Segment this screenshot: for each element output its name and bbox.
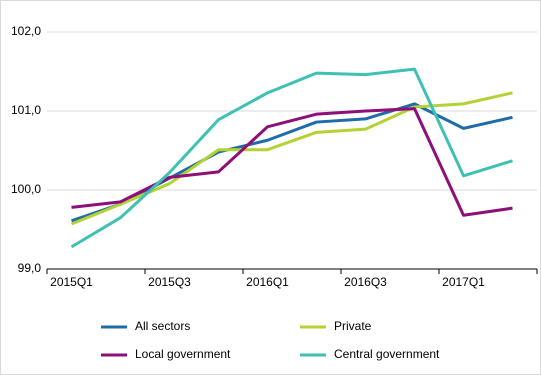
x-tick-label: 2016Q1 bbox=[246, 275, 289, 289]
series-line bbox=[70, 67, 513, 249]
y-tick-label: 99,0 bbox=[18, 261, 42, 275]
x-tick-label: 2015Q3 bbox=[148, 275, 191, 289]
legend-label: Private bbox=[334, 319, 372, 333]
y-tick-label: 100,0 bbox=[11, 182, 41, 196]
series-line bbox=[71, 107, 513, 217]
x-tick-label: 2015Q1 bbox=[50, 275, 93, 289]
legend-label: All sectors bbox=[135, 319, 190, 333]
legend-label: Local government bbox=[135, 347, 231, 361]
x-tick-label: 2017Q1 bbox=[442, 275, 485, 289]
y-tick-label: 102,0 bbox=[11, 24, 41, 38]
y-tick-label: 101,0 bbox=[11, 103, 41, 117]
x-tick-label: 2016Q3 bbox=[344, 275, 387, 289]
legend-label: Central government bbox=[334, 347, 440, 361]
